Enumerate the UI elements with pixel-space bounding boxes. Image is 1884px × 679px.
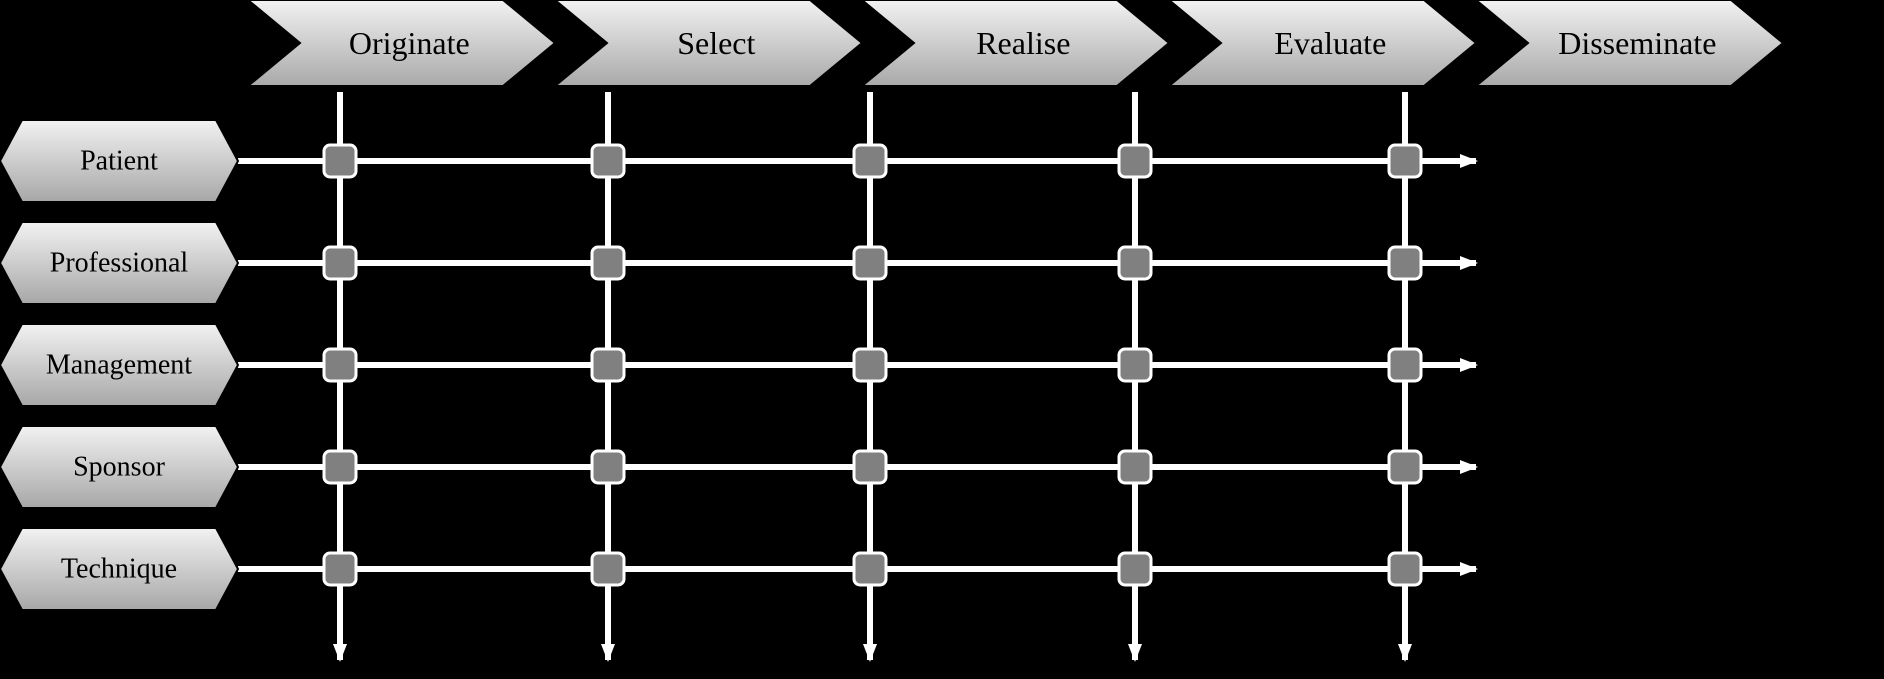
grid-node [324, 553, 356, 585]
grid-node [1119, 451, 1151, 483]
role-label: Technique [61, 554, 177, 585]
role-label: Management [46, 350, 192, 381]
phase-label: Evaluate [1274, 25, 1386, 61]
phase-label: Realise [976, 25, 1070, 61]
grid-node [592, 247, 624, 279]
grid-node [1389, 553, 1421, 585]
grid-node [1389, 349, 1421, 381]
grid-node [854, 145, 886, 177]
grid-node [592, 145, 624, 177]
grid-node [854, 247, 886, 279]
grid-node [324, 247, 356, 279]
phase-label: Disseminate [1558, 25, 1716, 61]
grid-node [854, 451, 886, 483]
grid-node [854, 349, 886, 381]
phase-label: Select [677, 25, 755, 61]
grid-node [1119, 553, 1151, 585]
grid-node [1389, 451, 1421, 483]
grid-node [1119, 247, 1151, 279]
grid-node [324, 451, 356, 483]
grid-node [1389, 145, 1421, 177]
phase-chevrons: Originate Select Realise Evaluate Disseminat… [248, 0, 1783, 86]
grid-node [854, 553, 886, 585]
phase-label: Originate [349, 25, 470, 61]
role-hexagons: Patient Professional Management Sponsor Tech… [0, 120, 238, 610]
grid-node [1119, 349, 1151, 381]
grid-node [1389, 247, 1421, 279]
role-label: Patient [80, 146, 158, 177]
grid-node [324, 145, 356, 177]
grid-node [592, 451, 624, 483]
grid-node [592, 349, 624, 381]
grid-node [324, 349, 356, 381]
grid-node [592, 553, 624, 585]
grid-node [1119, 145, 1151, 177]
role-label: Professional [50, 248, 189, 279]
diagram-canvas: Originate Select Realise Evaluate Disseminat… [0, 0, 1884, 679]
role-label: Sponsor [73, 452, 165, 483]
